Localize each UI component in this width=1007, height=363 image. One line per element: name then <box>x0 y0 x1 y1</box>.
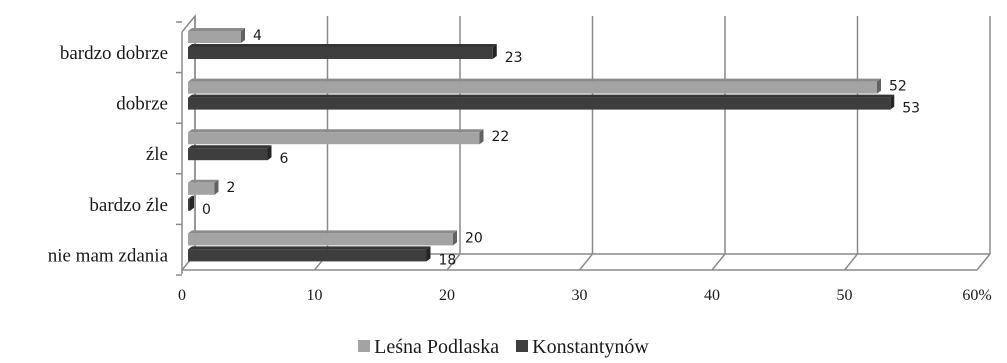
bar-side <box>426 246 431 262</box>
legend-swatch <box>358 340 371 352</box>
bar <box>188 182 215 195</box>
bar-side <box>890 94 895 110</box>
data-label: 2 <box>227 180 236 196</box>
category-label: nie mam zdania <box>48 245 169 266</box>
x-tick-label: 60% <box>962 287 991 304</box>
bar <box>188 31 241 43</box>
bar <box>188 47 493 59</box>
data-label: 53 <box>902 101 920 117</box>
x-tick-label: 50 <box>837 287 853 304</box>
legend-item: Leśna Podlaska <box>358 336 499 359</box>
bar-top <box>188 44 497 47</box>
bar <box>188 81 877 94</box>
x-tick-labels: 0 10 20 30 40 50 60% <box>178 287 992 304</box>
bar-top <box>188 195 194 199</box>
legend-label: Konstantynów <box>532 336 649 358</box>
x-tick-label: 10 <box>307 287 323 304</box>
legend-swatch <box>516 340 529 352</box>
bar-side <box>267 145 272 161</box>
legend: Leśna Podlaska Konstantynów <box>0 336 1007 359</box>
gridline <box>976 16 991 271</box>
bar <box>188 148 268 161</box>
bar-top <box>188 129 484 133</box>
bar <box>188 198 190 211</box>
bar-side <box>479 129 484 145</box>
gridline <box>843 16 859 271</box>
bar <box>188 233 453 246</box>
data-label: 22 <box>492 129 510 145</box>
category-label: źle <box>146 144 168 165</box>
x-tick-label: 30 <box>572 287 588 304</box>
legend-label: Leśna Podlaska <box>374 336 500 358</box>
data-label: 23 <box>505 50 523 66</box>
bar-side <box>241 28 245 43</box>
bar-side <box>214 179 219 195</box>
data-label: 6 <box>280 151 289 167</box>
bars <box>188 28 895 262</box>
x-tick-label: 40 <box>704 287 720 304</box>
bar-side <box>190 195 194 211</box>
category-label: bardzo dobrze <box>60 43 168 64</box>
bar-side <box>492 44 497 59</box>
x-tick-label: 0 <box>178 287 186 304</box>
bar-top <box>188 94 895 98</box>
back-wall-edge <box>181 13 196 254</box>
data-label: 4 <box>253 28 262 44</box>
data-label: 18 <box>439 252 457 268</box>
data-label: 20 <box>465 230 483 246</box>
data-label: 52 <box>889 79 907 95</box>
legend-item: Konstantynów <box>516 336 649 359</box>
bar-top <box>188 246 431 250</box>
gridline <box>578 16 594 271</box>
bar-side <box>877 78 881 94</box>
bar-top <box>188 78 881 82</box>
bar <box>188 249 427 262</box>
category-label: bardzo źle <box>89 195 168 216</box>
category-label: dobrze <box>116 94 168 115</box>
bar-side <box>453 230 457 246</box>
bar-top <box>188 28 245 31</box>
bar-top <box>188 145 272 149</box>
bar-top <box>188 179 219 183</box>
data-labels: 4 23 52 53 22 6 20 20 18 <box>202 28 920 268</box>
bar-top <box>188 230 457 234</box>
x-tick-label: 20 <box>439 287 455 304</box>
gridline <box>711 16 726 271</box>
data-label: 0 <box>202 202 211 218</box>
bar <box>188 132 480 145</box>
bar <box>188 97 891 110</box>
category-labels: bardzo dobrze dobrze źle bardzo źle nie mam … <box>48 43 169 266</box>
